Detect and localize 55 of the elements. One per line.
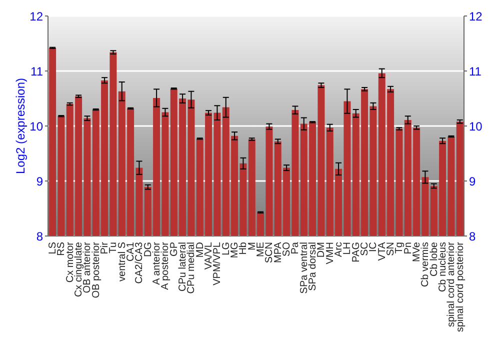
x-tick-label: Pa xyxy=(290,242,302,254)
x-tick-label: IC xyxy=(368,242,380,252)
x-tick-label: Arc xyxy=(333,242,344,257)
x-tick-label: Pir xyxy=(99,241,110,254)
x-tick-label: A anterior xyxy=(151,241,162,285)
x-tick-label: VA/VL xyxy=(203,242,214,270)
x-tick-label: Tg xyxy=(394,242,406,254)
y2-tick-label: 8 xyxy=(469,229,476,244)
x-tick-label: spinal cord posterior xyxy=(454,241,466,332)
x-tick-label: CA1 xyxy=(125,242,136,262)
y-tick-label: 10 xyxy=(30,119,44,134)
x-tick-label: Pn xyxy=(402,242,414,254)
x-tick-label: MVe xyxy=(411,242,422,262)
y2-tick-label: 11 xyxy=(469,64,482,78)
x-tick-label: Cb nucleus xyxy=(437,242,448,292)
x-tick-label: SPa dorsal xyxy=(307,242,318,291)
x-tick-label: ventral S xyxy=(116,242,128,282)
x-tick-label: Tu xyxy=(108,242,120,254)
x-tick-label: LS xyxy=(47,242,58,254)
x-tick-label: SO xyxy=(281,242,292,256)
y2-tick-label: 9 xyxy=(469,174,476,188)
x-tick-label: RS xyxy=(56,242,68,256)
x-tick-label: GP xyxy=(168,242,180,256)
x-tick-label: spinal cord anterior xyxy=(446,241,458,328)
y2-tick-label: 12 xyxy=(469,9,483,24)
x-tick-label: OB posterior xyxy=(90,241,102,298)
x-tick-label: A posterior xyxy=(160,241,172,290)
x-tick-label: PAG xyxy=(350,242,362,262)
x-tick-label: LG xyxy=(220,242,232,256)
x-tick-label: VTA xyxy=(376,242,388,261)
x-tick-label: CA2/CA3 xyxy=(134,242,146,284)
x-tick-label: MG xyxy=(229,242,240,258)
x-tick-label: M xyxy=(246,242,258,250)
x-tick-label: SN xyxy=(385,242,396,256)
x-tick-label: LH xyxy=(342,242,354,255)
y-tick-label: 8 xyxy=(36,229,44,244)
x-tick-label: DG xyxy=(142,242,154,257)
x-tick-label: DM xyxy=(316,242,328,258)
x-tick-label: VPM/VPL xyxy=(212,242,224,286)
y-tick-label: 12 xyxy=(30,9,44,24)
y2-tick-label: 10 xyxy=(469,119,483,134)
x-tick-label: CPu lateral xyxy=(177,242,188,292)
x-tick-label: ME xyxy=(255,242,266,257)
x-tick-label: SC xyxy=(359,242,370,256)
x-tick-label: Cx cingulate xyxy=(73,242,84,298)
x-tick-label: OB anterior xyxy=(82,241,94,294)
x-tick-label: VMH xyxy=(324,242,336,264)
y-tick-label: 9 xyxy=(36,174,44,188)
x-tick-label: Cb lobe xyxy=(428,242,440,276)
x-tick-label: Hb xyxy=(238,242,250,255)
y-tick-label: 11 xyxy=(30,64,44,78)
x-tick-label: SCN xyxy=(264,242,276,264)
x-tick-label: MPA xyxy=(272,242,284,263)
y-axis-title: Log2 (expression) xyxy=(13,78,28,174)
x-tick-label: CPu medial xyxy=(186,242,198,294)
